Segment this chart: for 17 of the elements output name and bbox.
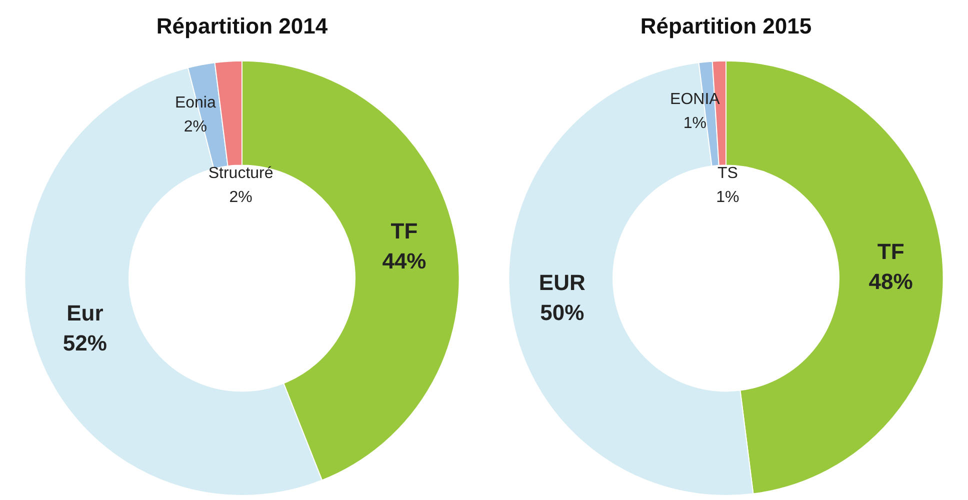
slice-label: Structuré xyxy=(208,164,274,182)
slice-label: TF xyxy=(877,238,904,264)
data-label: 48% xyxy=(868,268,913,294)
slice-label: Eur xyxy=(66,300,104,326)
slice-label: EUR xyxy=(538,270,586,295)
slice-label: Eonia xyxy=(174,94,216,112)
chart-title: Répartition 2015 xyxy=(640,13,812,38)
slice-label: TS xyxy=(717,164,738,182)
data-label: 2% xyxy=(229,188,252,206)
data-label: 1% xyxy=(683,114,707,132)
data-label: 50% xyxy=(540,300,584,325)
data-label: 52% xyxy=(62,330,107,356)
chart-title: Répartition 2014 xyxy=(156,13,328,38)
data-label: 2% xyxy=(184,118,207,136)
data-label: 44% xyxy=(382,248,426,274)
data-label: 1% xyxy=(716,188,740,206)
slice-label: TF xyxy=(390,218,418,244)
